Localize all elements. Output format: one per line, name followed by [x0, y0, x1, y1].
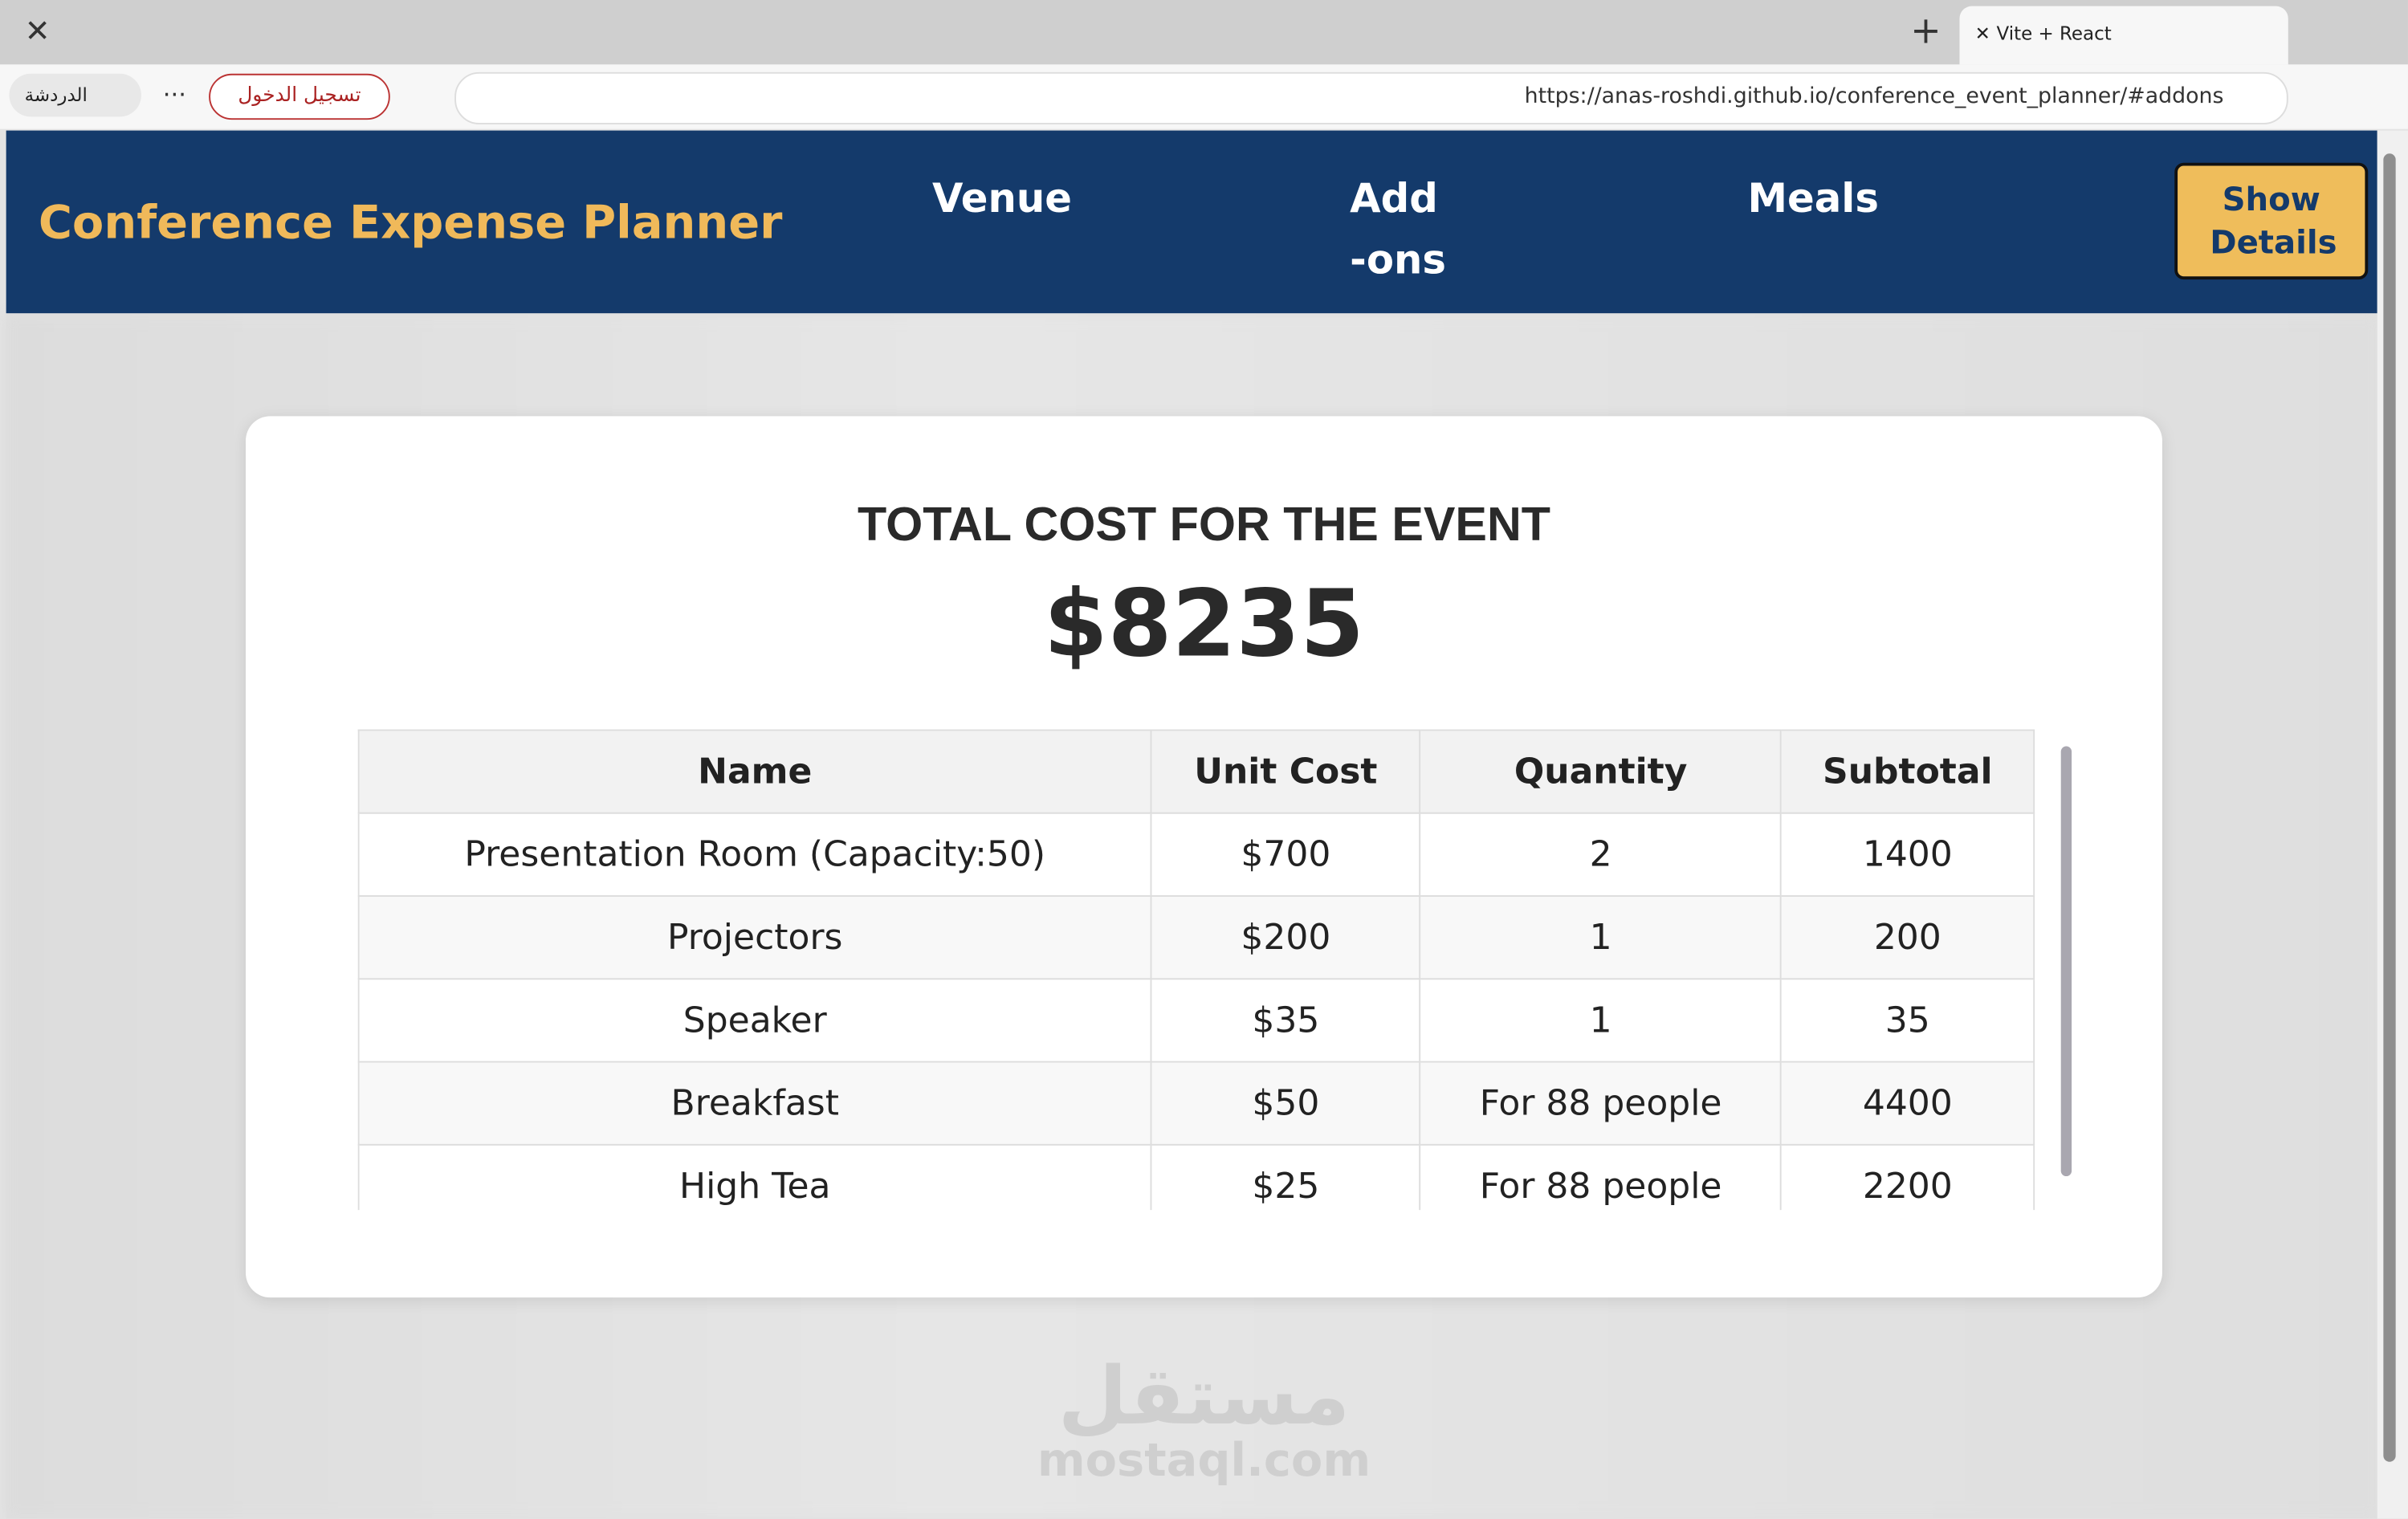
total-cost: $8235 — [1043, 571, 1365, 679]
tab[interactable]: ✕ Vite + React — [1959, 6, 2288, 65]
more-button[interactable]: ··· — [162, 79, 186, 109]
sign-in-button[interactable]: تسجيل الدخول — [209, 73, 390, 120]
column-header: Quantity — [1419, 729, 1783, 814]
header-row: Name Unit Cost Quantity Subtotal — [357, 729, 2035, 814]
address-bar[interactable] — [454, 71, 2288, 124]
table-cell: $50 — [1150, 1061, 1421, 1146]
show-details-button[interactable]: Show Details — [2174, 162, 2369, 280]
column-header: Unit Cost — [1150, 729, 1421, 814]
nav-link[interactable]: Add-ons — [1350, 176, 1446, 284]
table-row: Speaker $35 1 35 — [357, 978, 2035, 1063]
button-label: Show Details — [2210, 181, 2337, 262]
new-tab[interactable]: + — [1910, 9, 1941, 53]
table-cell: Projectors — [357, 895, 1152, 980]
table-scrollbar[interactable] — [2060, 746, 2072, 1177]
table-cell: 200 — [1780, 895, 2035, 980]
table-cell: 2 — [1419, 812, 1783, 897]
nav-link[interactable]: Venue — [931, 176, 1072, 223]
app-title[interactable]: Conference Expense Planner — [38, 196, 783, 250]
url: https://anas-roshdi.github.io/conference… — [1524, 84, 2224, 109]
chat-label: الدردشة — [24, 84, 88, 106]
navbar — [6, 130, 2377, 314]
scrollbar-thumb[interactable] — [2383, 153, 2396, 1462]
table-cell: $200 — [1150, 895, 1421, 980]
table-row: Breakfast $50 For 88 people 4400 — [357, 1061, 2035, 1146]
table-cell: For 88 people — [1419, 1143, 1783, 1211]
table-row: High Tea $25 For 88 people 2200 — [357, 1143, 2035, 1211]
watermark: مستقل — [1057, 1351, 1351, 1444]
table-cell: 1400 — [1780, 812, 2035, 897]
column-header: Name — [357, 729, 1152, 814]
chat-button[interactable]: الدردشة — [9, 73, 141, 117]
table-cell: Breakfast — [357, 1061, 1152, 1146]
table-cell: Speaker — [357, 978, 1152, 1063]
column-header: Subtotal — [1780, 729, 2035, 814]
close-window[interactable]: ✕ — [24, 12, 51, 50]
table-container: Name Unit Cost Quantity Subtotal Presentatio… — [357, 729, 2035, 1211]
cost-table: Name Unit Cost Quantity Subtotal Presentatio… — [357, 729, 2035, 1211]
table-cell: For 88 people — [1419, 1061, 1783, 1146]
nav-link[interactable]: Meals — [1747, 176, 1879, 223]
table-cell: 4400 — [1780, 1061, 2035, 1146]
table-row: Projectors $200 1 200 — [357, 895, 2035, 980]
tab-title: Vite + React — [1996, 22, 2112, 45]
table-cell: Presentation Room (Capacity:50) — [357, 812, 1152, 897]
table-cell: $25 — [1150, 1143, 1421, 1211]
table-cell: $700 — [1150, 812, 1421, 897]
table-cell: High Tea — [357, 1143, 1152, 1211]
modal-heading: TOTAL COST FOR THE EVENT — [857, 497, 1551, 552]
table-cell: $35 — [1150, 978, 1421, 1063]
table-cell: 1 — [1419, 895, 1783, 980]
table-cell: 2200 — [1780, 1143, 2035, 1211]
sign-in-label: تسجيل الدخول — [238, 84, 361, 108]
watermark: mostaql.com — [1037, 1434, 1371, 1488]
table-cell: 1 — [1419, 978, 1783, 1063]
table-cell: 35 — [1780, 978, 2035, 1063]
table-row: Presentation Room (Capacity:50) $700 2 1400 — [357, 812, 2035, 897]
